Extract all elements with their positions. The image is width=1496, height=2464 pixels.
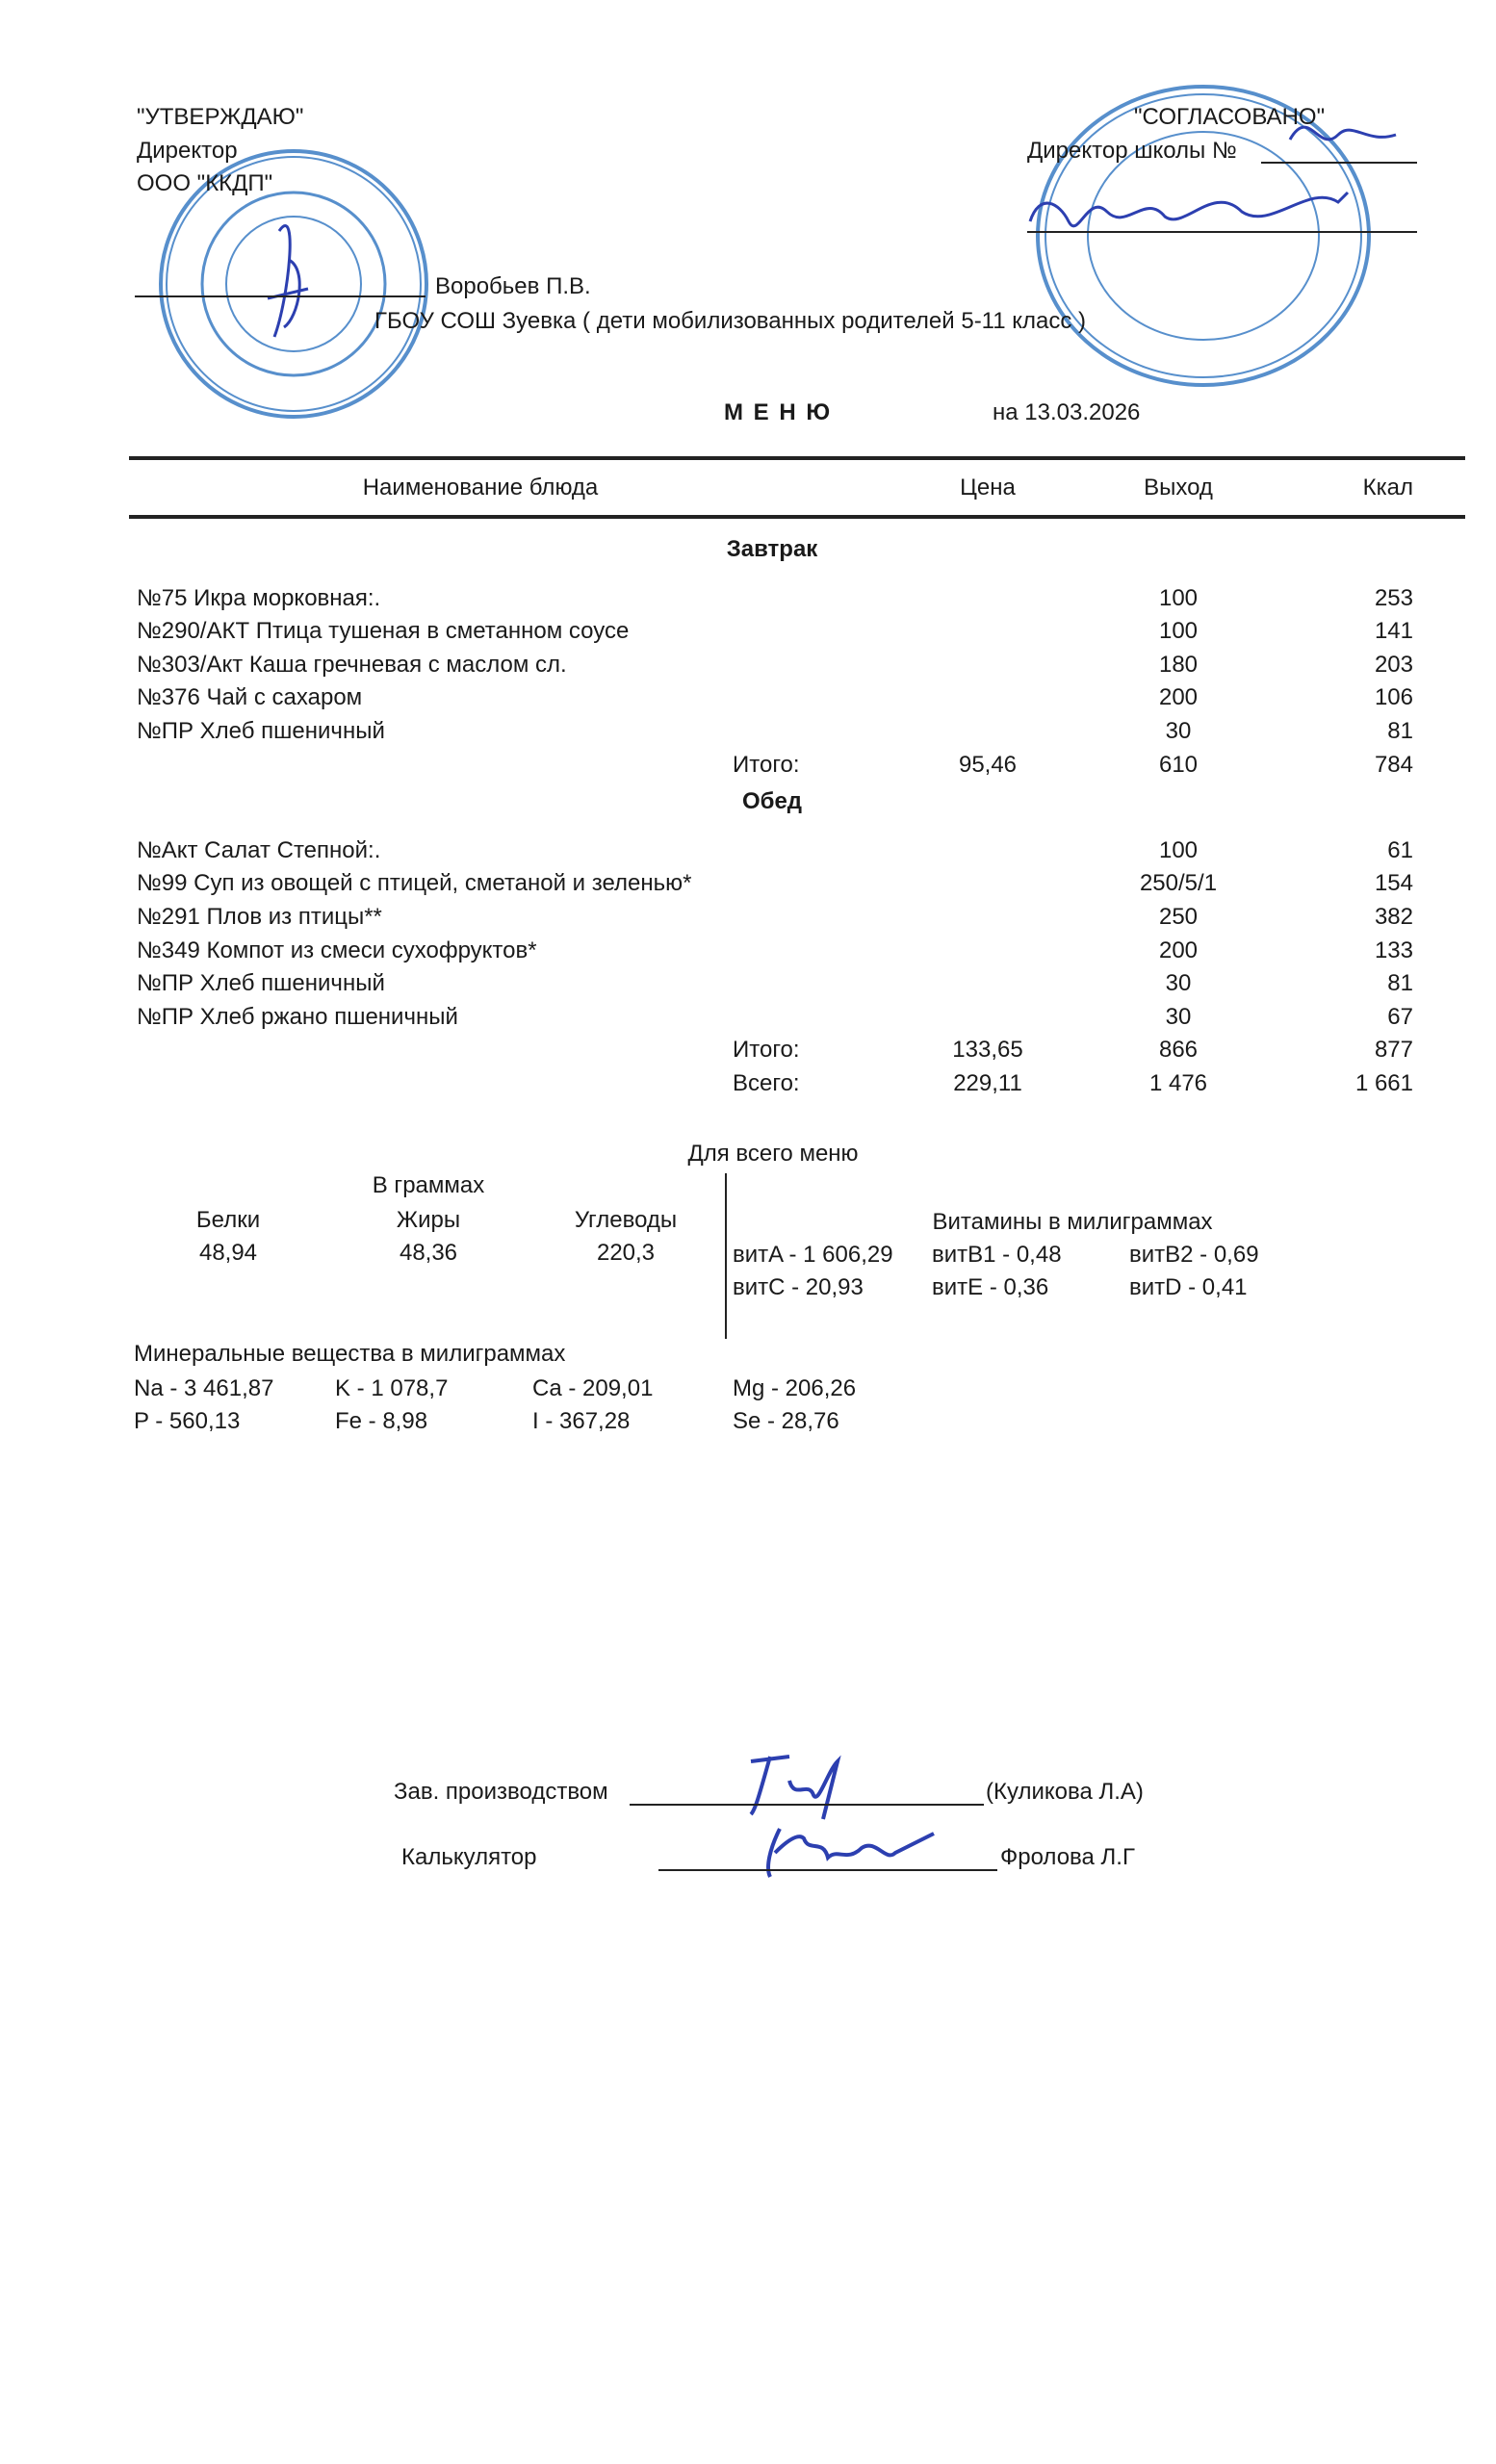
dish-output: 180 <box>1158 651 1199 678</box>
total-kcal: 784 <box>1374 751 1413 778</box>
total-output: 866 <box>1158 1037 1199 1064</box>
macro-value: 48,36 <box>399 1240 458 1266</box>
dish-output: 100 <box>1158 584 1199 611</box>
table-header-rule <box>129 515 1465 519</box>
dish-kcal: 61 <box>1387 836 1413 863</box>
dish-kcal: 253 <box>1374 584 1413 611</box>
dish-output: 30 <box>1165 970 1192 997</box>
macro-value: 48,94 <box>198 1240 258 1266</box>
dish-output: 200 <box>1158 937 1199 963</box>
macro-label: Жиры <box>396 1207 461 1233</box>
mineral-value: I - 367,28 <box>532 1408 631 1434</box>
dish-name: №ПР Хлеб ржано пшеничный <box>137 1003 458 1030</box>
agree-heading: "СОГЛАСОВАНО" <box>1134 104 1326 130</box>
vitamin-value: витB1 - 0,48 <box>932 1242 1062 1268</box>
section-heading: Обед <box>741 788 803 815</box>
grand-total-label: Всего: <box>733 1070 800 1096</box>
grams-label: В граммах <box>372 1172 485 1198</box>
table-top-rule <box>129 456 1465 460</box>
dish-output: 250 <box>1158 904 1199 930</box>
menu-date: на 13.03.2026 <box>993 399 1141 425</box>
macro-value: 220,3 <box>596 1240 656 1266</box>
dish-kcal: 133 <box>1374 937 1413 963</box>
total-kcal: 877 <box>1374 1037 1413 1064</box>
approve-org: ООО "ККДП" <box>137 170 273 196</box>
dish-kcal: 67 <box>1387 1003 1413 1030</box>
mineral-value: Ca - 209,01 <box>532 1375 654 1401</box>
dish-kcal: 141 <box>1374 618 1413 645</box>
dish-output: 250/5/1 <box>1139 870 1218 897</box>
production-label: Зав. производством <box>394 1779 608 1805</box>
macro-label: Углеводы <box>574 1207 678 1233</box>
vitamins-label: Витамины в милиграммах <box>932 1209 1213 1235</box>
dish-name: №290/АКТ Птица тушеная в сметанном соусе <box>137 618 630 645</box>
dish-name: №ПР Хлеб пшеничный <box>137 718 385 744</box>
header-price: Цена <box>960 475 1016 500</box>
dish-name: №303/Акт Каша гречневая с маслом сл. <box>137 651 567 678</box>
dish-name: №376 Чай с сахаром <box>137 684 363 711</box>
dish-output: 30 <box>1165 718 1192 744</box>
total-price: 133,65 <box>952 1037 1023 1064</box>
total-price: 95,46 <box>958 751 1018 778</box>
dish-name: №ПР Хлеб пшеничный <box>137 970 385 997</box>
dish-kcal: 81 <box>1387 718 1413 744</box>
nutrition-divider <box>725 1173 727 1339</box>
calculator-signature-line <box>658 1869 997 1871</box>
dish-name: №349 Компот из смеси сухофруктов* <box>137 937 537 963</box>
nutrition-heading: Для всего меню <box>687 1141 859 1167</box>
minerals-label: Минеральные вещества в милиграммах <box>134 1341 566 1367</box>
section-heading: Завтрак <box>726 536 818 562</box>
mineral-value: Fe - 8,98 <box>335 1408 428 1434</box>
dish-name: №75 Икра морковная:. <box>137 584 381 611</box>
production-name: (Куликова Л.А) <box>986 1779 1144 1805</box>
menu-title: М Е Н Ю <box>724 399 833 425</box>
dish-output: 100 <box>1158 836 1199 863</box>
macro-label: Белки <box>195 1207 261 1233</box>
dish-name: №99 Суп из овощей с птицей, сметаной и з… <box>137 870 692 897</box>
mineral-value: Se - 28,76 <box>733 1408 839 1434</box>
total-label: Итого: <box>733 1037 800 1064</box>
dish-name: №291 Плов из птицы** <box>137 904 382 930</box>
total-label: Итого: <box>733 751 800 778</box>
dish-output: 100 <box>1158 618 1199 645</box>
mineral-value: Na - 3 461,87 <box>134 1375 274 1401</box>
school-number-line <box>1261 162 1417 164</box>
approve-role: Директор <box>137 138 238 164</box>
mineral-value: K - 1 078,7 <box>335 1375 449 1401</box>
recipient: ГБОУ СОШ Зуевка ( дети мобилизованных ро… <box>374 308 1087 334</box>
vitamin-value: витD - 0,41 <box>1129 1274 1248 1300</box>
total-output: 610 <box>1158 751 1199 778</box>
approve-heading: "УТВЕРЖДАЮ" <box>137 104 304 130</box>
dish-output: 200 <box>1158 684 1199 711</box>
handwritten-signatures <box>749 1755 935 1878</box>
dish-output: 30 <box>1165 1003 1192 1030</box>
dish-kcal: 106 <box>1374 684 1413 711</box>
dish-kcal: 81 <box>1387 970 1413 997</box>
header-output: Выход <box>1144 475 1213 500</box>
vitamin-value: витE - 0,36 <box>932 1274 1049 1300</box>
dish-name: №Акт Салат Степной:. <box>137 836 381 863</box>
grand-total-price: 229,11 <box>953 1070 1022 1096</box>
mineral-value: P - 560,13 <box>134 1408 241 1434</box>
vitamin-value: витC - 20,93 <box>733 1274 864 1300</box>
approve-name: Воробьев П.В. <box>435 273 591 299</box>
approve-signature-line <box>135 295 426 297</box>
calculator-label: Калькулятор <box>401 1844 537 1870</box>
dish-kcal: 154 <box>1374 870 1413 897</box>
header-kcal: Ккал <box>1362 475 1413 500</box>
calculator-name: Фролова Л.Г <box>1000 1844 1135 1870</box>
grand-total-kcal: 1 661 <box>1354 1070 1413 1096</box>
header-dish: Наименование блюда <box>362 475 599 500</box>
agree-signature-line <box>1027 231 1417 233</box>
vitamin-value: витA - 1 606,29 <box>733 1242 893 1268</box>
mineral-value: Mg - 206,26 <box>733 1375 857 1401</box>
production-signature-line <box>630 1804 984 1806</box>
dish-kcal: 203 <box>1374 651 1413 678</box>
agree-role: Директор школы № <box>1027 138 1237 164</box>
dish-kcal: 382 <box>1374 904 1413 930</box>
grand-total-output: 1 476 <box>1148 1070 1208 1096</box>
vitamin-value: витB2 - 0,69 <box>1129 1242 1259 1268</box>
